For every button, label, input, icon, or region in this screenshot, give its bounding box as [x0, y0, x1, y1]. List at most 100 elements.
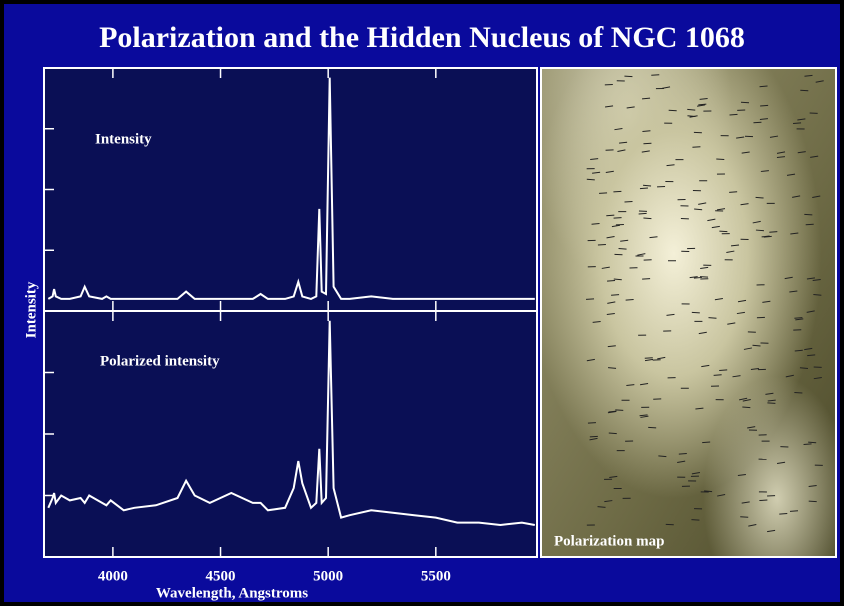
polarization-vector	[590, 158, 599, 160]
polarization-vector	[642, 97, 651, 100]
polarization-vector	[611, 224, 621, 228]
polarization-vector	[753, 121, 762, 124]
polarization-vector	[640, 415, 649, 418]
polarization-vector	[790, 232, 799, 235]
page-title: Polarization and the Hidden Nucleus of N…	[99, 21, 745, 54]
polarization-vector	[807, 354, 816, 357]
polarization-vector	[587, 422, 596, 424]
polarization-vector	[651, 74, 660, 76]
polarization-vector	[614, 128, 623, 131]
polarization-vector	[609, 475, 618, 478]
polarization-vector	[678, 453, 687, 455]
polarization-vector	[695, 407, 704, 410]
polarization-vector	[638, 212, 647, 215]
polarization-vector	[794, 317, 803, 319]
polarization-vector	[689, 276, 698, 279]
polarization-vector	[769, 135, 779, 138]
polarization-vector	[759, 118, 768, 120]
polarization-vector	[808, 484, 817, 488]
polarization-vector	[707, 218, 716, 222]
polarization-vector	[637, 253, 646, 256]
polarization-vector	[747, 426, 756, 429]
x-tick-label: 4500	[206, 568, 236, 584]
polarization-vector	[760, 170, 769, 172]
spectrum-line	[47, 320, 535, 527]
polarization-vector	[740, 101, 750, 104]
polarization-vector	[804, 347, 813, 351]
polarization-vector	[739, 397, 748, 401]
polarization-vector	[698, 331, 707, 335]
polarization-vector	[792, 195, 801, 198]
polarization-vector	[626, 384, 635, 386]
polarization-vector	[737, 299, 747, 303]
polarization-vector	[661, 86, 671, 89]
polarization-vector	[795, 318, 804, 321]
polarization-vector	[729, 191, 738, 193]
polarization-vector	[607, 301, 616, 304]
polarization-vector	[618, 247, 627, 250]
polarization-vector	[677, 460, 686, 464]
polarization-vector	[606, 214, 615, 217]
polarization-vector	[767, 399, 776, 402]
x-tick-label: 5500	[421, 568, 451, 584]
polarization-vector	[641, 150, 650, 153]
polarization-vector	[620, 239, 629, 242]
panel-label: Polarized intensity	[100, 353, 220, 369]
polarization-vector	[613, 278, 622, 281]
polarization-vector	[789, 510, 799, 512]
polarization-vector	[608, 432, 617, 435]
polarization-vector	[606, 313, 615, 316]
polarization-vector	[741, 151, 750, 154]
polarization-vector	[810, 155, 819, 158]
polarization-vector	[617, 149, 626, 152]
polarization-vector	[591, 223, 600, 225]
polarization-vector	[732, 375, 741, 378]
map-glow	[541, 68, 836, 557]
polarization-vector	[794, 349, 803, 352]
polarization-vector	[806, 277, 816, 280]
polarization-vector	[606, 236, 615, 239]
polarization-vector	[687, 115, 696, 118]
polarization-vector	[696, 104, 706, 107]
plot-area	[43, 67, 538, 558]
polarization-vector	[619, 141, 628, 144]
polarization-vector	[708, 317, 717, 319]
polarization-vector	[586, 178, 595, 181]
polarization-vector	[601, 266, 610, 269]
polarization-vector	[644, 358, 654, 362]
polarization-vector	[699, 97, 708, 100]
polarization-vector	[741, 501, 750, 504]
polarization-vector	[608, 410, 617, 413]
polarization-vector	[759, 85, 768, 88]
polarization-vector	[742, 406, 751, 409]
polarization-vector	[763, 235, 772, 238]
polarization-vector	[626, 106, 635, 109]
polarization-vector	[668, 109, 677, 112]
polarization-vector	[643, 217, 652, 220]
polarization-vector	[762, 300, 771, 303]
polarization-vector	[812, 195, 821, 198]
polarization-vector	[797, 151, 806, 154]
polarization-vector	[776, 461, 786, 465]
polarization-vector	[767, 529, 776, 533]
panel-label: Intensity	[95, 131, 152, 147]
polarization-vector	[714, 298, 723, 301]
polarization-vector	[752, 220, 761, 224]
polarization-vector	[639, 187, 649, 190]
polarization-vector	[711, 225, 720, 229]
x-tick-label: 4000	[98, 568, 128, 584]
polarization-vector	[755, 196, 764, 199]
polarization-vector	[808, 441, 817, 444]
polarization-vector	[813, 376, 822, 380]
polarization-vector	[607, 279, 616, 282]
polarization-vector	[698, 103, 707, 106]
polarization-vector	[717, 494, 726, 497]
polarization-vector	[737, 473, 746, 477]
polarization-vector	[784, 276, 793, 280]
polarization-vector	[803, 443, 812, 446]
spectrum-line	[47, 77, 535, 300]
polarization-vector	[694, 208, 703, 211]
polarization-vector	[625, 299, 634, 301]
polarization-vector	[657, 356, 666, 360]
